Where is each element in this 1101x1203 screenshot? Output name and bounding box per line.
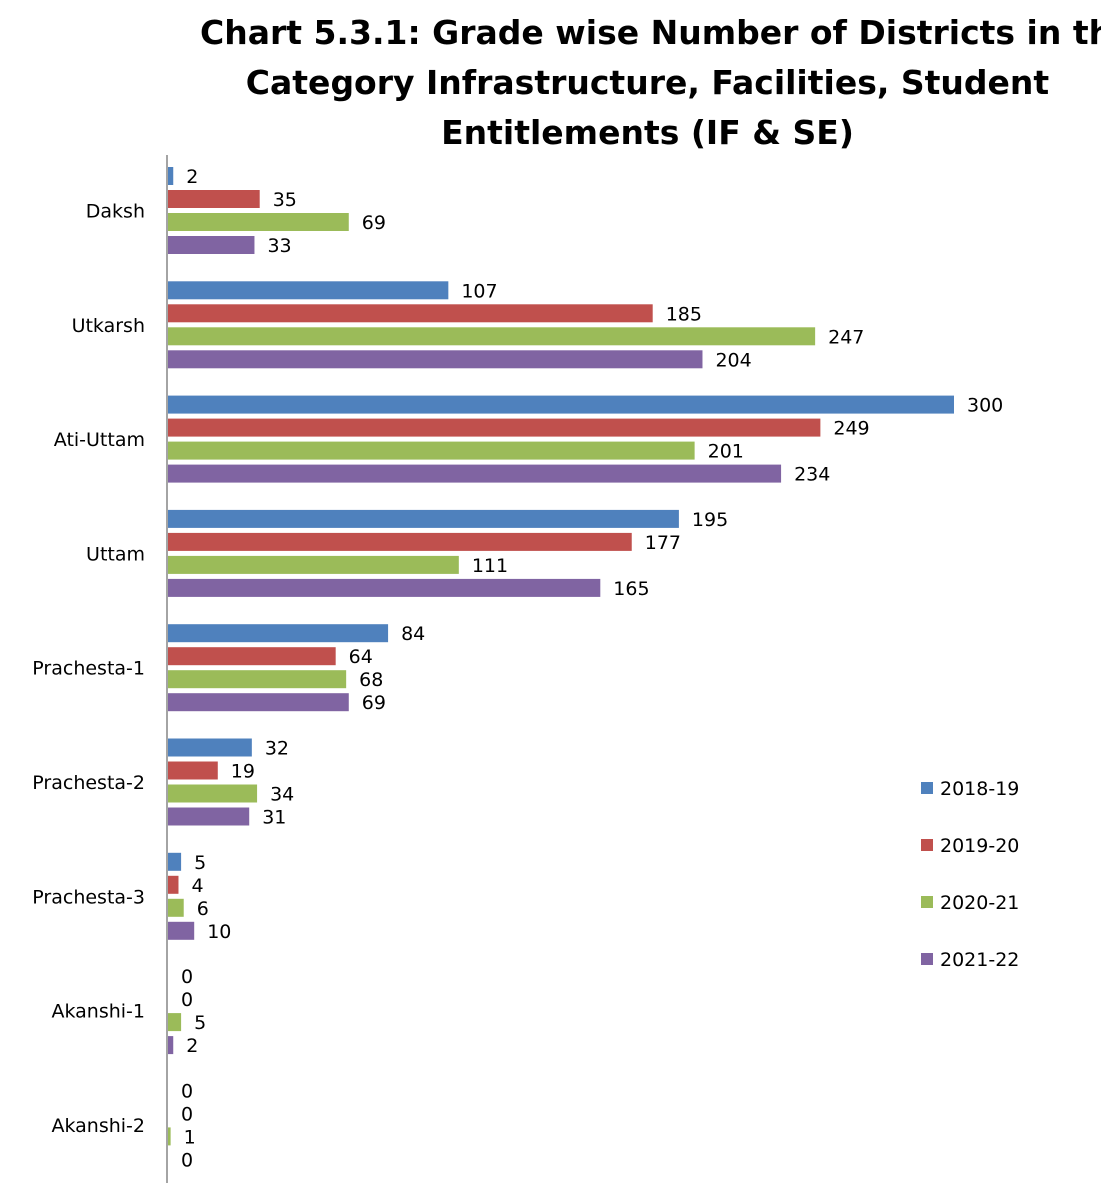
bar-prachesta-1-2020-21 [168, 670, 347, 689]
data-label-utkarsh-2019-20: 185 [666, 303, 702, 325]
data-label-uttam-2020-21: 111 [472, 555, 508, 577]
legend-label-2020-21: 2020-21 [940, 892, 1019, 914]
category-label-akanshi-2: Akanshi-2 [51, 1115, 145, 1137]
bar-utkarsh-2018-19 [168, 281, 449, 300]
legend-swatch-2020-21 [921, 896, 933, 908]
bar-prachesta-3-2021-22 [168, 921, 195, 940]
bar-ati-uttam-2020-21 [168, 441, 695, 460]
bar-prachesta-2-2019-20 [168, 761, 218, 780]
legend-swatch-2019-20 [921, 839, 933, 851]
bar-prachesta-3-2018-19 [168, 852, 182, 871]
bar-prachesta-2-2018-19 [168, 738, 252, 757]
data-label-uttam-2018-19: 195 [692, 509, 728, 531]
bar-daksh-2018-19 [168, 167, 174, 185]
data-label-akanshi-1-2018-19: 0 [181, 966, 193, 988]
data-label-prachesta-1-2018-19: 84 [401, 623, 425, 645]
bar-prachesta-3-2019-20 [168, 875, 179, 894]
category-label-daksh: Daksh [86, 201, 145, 223]
data-label-daksh-2019-20: 35 [273, 189, 297, 211]
data-label-prachesta-1-2020-21: 68 [359, 669, 383, 691]
category-label-uttam: Uttam [86, 543, 145, 565]
bar-akanshi-1-2021-22 [168, 1036, 174, 1055]
bar-uttam-2018-19 [168, 509, 679, 528]
chart-title: Chart 5.3.1: Grade wise Number of Distri… [200, 8, 1101, 158]
data-label-akanshi-1-2019-20: 0 [181, 989, 193, 1011]
data-label-utkarsh-2021-22: 204 [715, 349, 751, 371]
legend-label-2018-19: 2018-19 [940, 778, 1019, 800]
data-label-prachesta-2-2018-19: 32 [265, 738, 289, 760]
data-label-daksh-2021-22: 33 [267, 235, 291, 257]
data-label-akanshi-2-2021-22: 0 [181, 1149, 193, 1171]
data-label-akanshi-2-2020-21: 1 [184, 1126, 196, 1148]
data-label-utkarsh-2020-21: 247 [828, 326, 864, 348]
data-label-prachesta-3-2021-22: 10 [207, 921, 231, 943]
bar-uttam-2021-22 [168, 578, 601, 597]
category-label-prachesta-1: Prachesta-1 [32, 658, 145, 680]
data-label-prachesta-2-2019-20: 19 [231, 761, 255, 783]
chart-title-line-2: Category Infrastructure, Facilities, Stu… [245, 63, 1050, 102]
bar-prachesta-1-2021-22 [168, 693, 349, 712]
bar-daksh-2020-21 [168, 213, 349, 231]
chart-title-line-1: Chart 5.3.1: Grade wise Number of Distri… [200, 13, 1101, 52]
data-label-prachesta-2-2021-22: 31 [262, 807, 286, 829]
legend-label-2021-22: 2021-22 [940, 949, 1019, 971]
data-label-akanshi-1-2020-21: 5 [194, 1012, 206, 1034]
category-label-akanshi-1: Akanshi-1 [51, 1001, 145, 1023]
category-label-prachesta-3: Prachesta-3 [32, 886, 145, 908]
bar-prachesta-3-2020-21 [168, 898, 184, 917]
bar-utkarsh-2021-22 [168, 350, 703, 369]
bar-akanshi-2-2020-21 [168, 1127, 171, 1146]
data-label-daksh-2020-21: 69 [362, 212, 386, 234]
legend-swatch-2021-22 [921, 953, 933, 965]
data-label-akanshi-2-2019-20: 0 [181, 1103, 193, 1125]
data-label-prachesta-1-2019-20: 64 [349, 646, 373, 668]
legend-swatch-2018-19 [921, 782, 933, 794]
bar-ati-uttam-2019-20 [168, 418, 821, 437]
data-label-prachesta-2-2020-21: 34 [270, 784, 294, 806]
data-label-ati-uttam-2021-22: 234 [794, 464, 830, 486]
category-label-prachesta-2: Prachesta-2 [32, 772, 145, 794]
data-label-prachesta-3-2020-21: 6 [197, 898, 209, 920]
bar-daksh-2021-22 [168, 236, 255, 254]
data-label-akanshi-1-2021-22: 2 [186, 1035, 198, 1057]
data-label-ati-uttam-2019-20: 249 [833, 418, 869, 440]
bar-daksh-2019-20 [168, 190, 260, 208]
bar-akanshi-1-2020-21 [168, 1013, 182, 1032]
bar-utkarsh-2019-20 [168, 304, 653, 323]
bar-uttam-2020-21 [168, 555, 459, 574]
legend-label-2019-20: 2019-20 [940, 835, 1019, 857]
data-label-ati-uttam-2020-21: 201 [708, 441, 744, 463]
data-label-prachesta-1-2021-22: 69 [362, 692, 386, 714]
data-label-daksh-2018-19: 2 [186, 166, 198, 188]
bar-ati-uttam-2018-19 [168, 395, 954, 414]
bar-prachesta-2-2020-21 [168, 784, 258, 803]
bar-prachesta-1-2018-19 [168, 624, 389, 643]
bar-utkarsh-2020-21 [168, 327, 816, 346]
data-label-ati-uttam-2018-19: 300 [967, 395, 1003, 417]
category-label-utkarsh: Utkarsh [72, 315, 145, 337]
data-label-uttam-2021-22: 165 [613, 578, 649, 600]
data-label-utkarsh-2018-19: 107 [461, 280, 497, 302]
bar-prachesta-1-2019-20 [168, 647, 336, 666]
chart-title-line-3: Entitlements (IF & SE) [441, 113, 854, 152]
data-label-prachesta-3-2019-20: 4 [191, 875, 203, 897]
bar-uttam-2019-20 [168, 532, 632, 551]
data-label-prachesta-3-2018-19: 5 [194, 852, 206, 874]
data-label-uttam-2019-20: 177 [645, 532, 681, 554]
bar-prachesta-2-2021-22 [168, 807, 250, 826]
data-label-akanshi-2-2018-19: 0 [181, 1080, 193, 1102]
category-label-ati-uttam: Ati-Uttam [54, 429, 145, 451]
bar-ati-uttam-2021-22 [168, 464, 782, 483]
